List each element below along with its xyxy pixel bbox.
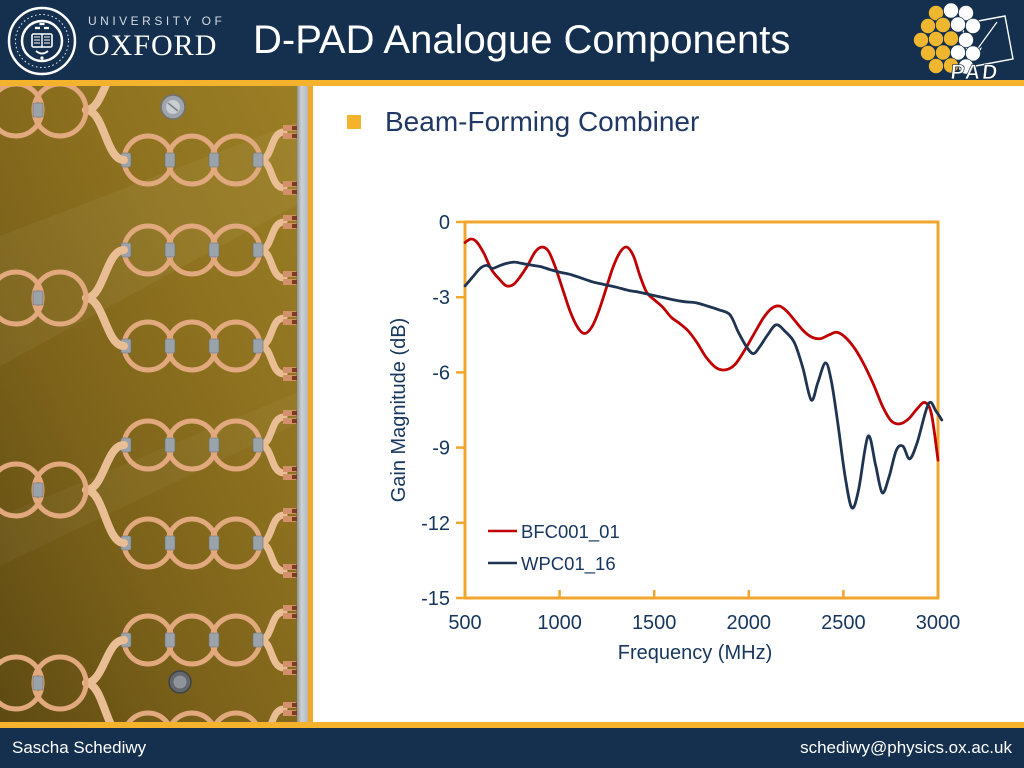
y-tick-label: -12 bbox=[421, 513, 450, 535]
bullet-item: Beam-Forming Combiner bbox=[347, 106, 699, 138]
pad-logo-text: PAD bbox=[949, 61, 1000, 84]
x-tick-label: 1500 bbox=[632, 612, 677, 634]
chart-y-axis-title: Gain Magnitude (dB) bbox=[388, 318, 410, 503]
chart-legend: BFC001_01 WPC01_16 bbox=[488, 521, 620, 575]
chart-x-axis-title: Frequency (MHz) bbox=[618, 642, 772, 664]
series-line-BFC001_01 bbox=[463, 237, 940, 462]
oxford-label: OXFORD bbox=[88, 29, 218, 62]
header-bar: UNIVERSITY OF OXFORD D-PAD Analogue Comp… bbox=[0, 0, 1024, 84]
footer-bar: Sascha Schediwy schediwy@physics.ox.ac.u… bbox=[0, 728, 1024, 768]
footer-author: Sascha Schediwy bbox=[12, 738, 147, 757]
pcb-photo bbox=[0, 86, 313, 722]
series-line-WPC01_16 bbox=[463, 260, 944, 510]
legend-label-wpc: WPC01_16 bbox=[521, 553, 616, 575]
y-tick-label: -9 bbox=[432, 438, 450, 460]
bullet-text: Beam-Forming Combiner bbox=[385, 106, 700, 137]
x-tick-label: 3000 bbox=[916, 612, 960, 634]
legend-label-bfc: BFC001_01 bbox=[521, 521, 620, 543]
y-tick-label: 0 bbox=[439, 212, 450, 234]
x-tick-label: 2500 bbox=[821, 612, 866, 634]
x-tick-label: 1000 bbox=[537, 612, 582, 634]
oxford-crest-icon bbox=[7, 6, 77, 76]
y-tick-label: -3 bbox=[432, 287, 450, 309]
oxford-logo: UNIVERSITY OF OXFORD bbox=[88, 14, 225, 63]
page-title: D-PAD Analogue Components bbox=[253, 17, 791, 62]
header-accent-line bbox=[0, 80, 1024, 86]
chart-plot-border bbox=[463, 220, 940, 600]
x-tick-label: 500 bbox=[448, 612, 481, 634]
y-tick-label: -15 bbox=[421, 588, 450, 610]
chart-series bbox=[463, 237, 944, 510]
university-of-label: UNIVERSITY OF bbox=[88, 14, 226, 28]
x-tick-label: 2000 bbox=[727, 612, 772, 634]
footer-accent-line bbox=[0, 722, 1024, 728]
y-tick-label: -6 bbox=[432, 362, 450, 384]
pad-logo: PAD bbox=[912, 2, 1014, 84]
footer-email: schediwy@physics.ox.ac.uk bbox=[800, 738, 1012, 757]
bullet-square-icon bbox=[347, 115, 361, 129]
